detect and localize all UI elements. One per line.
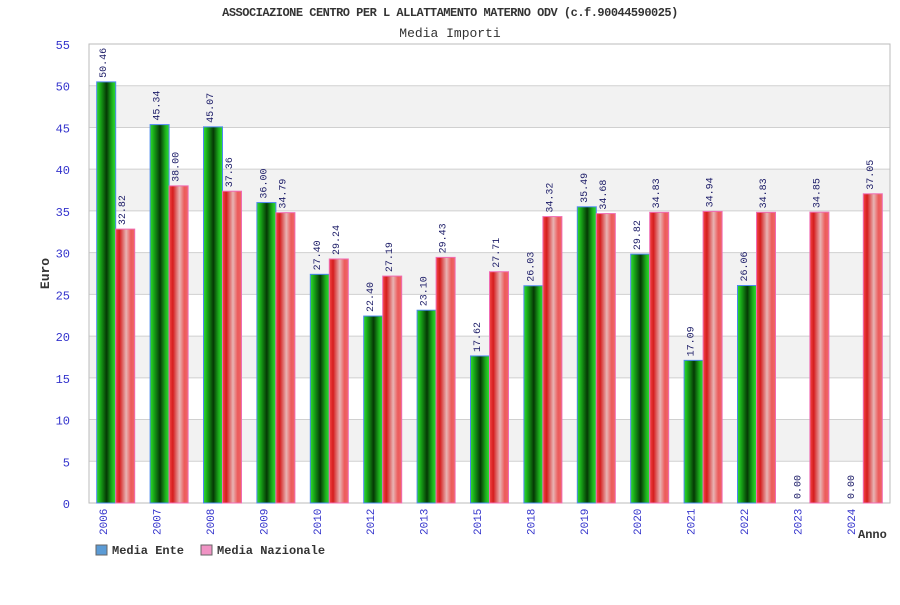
svg-text:2024: 2024 xyxy=(847,508,859,535)
svg-text:29.43: 29.43 xyxy=(439,223,450,253)
svg-text:2012: 2012 xyxy=(366,509,378,535)
svg-text:Euro: Euro xyxy=(38,258,53,289)
svg-text:2009: 2009 xyxy=(259,509,271,535)
svg-text:2020: 2020 xyxy=(633,509,645,535)
svg-text:50.46: 50.46 xyxy=(99,48,110,78)
svg-text:2010: 2010 xyxy=(313,509,325,535)
svg-text:2022: 2022 xyxy=(740,509,752,535)
svg-text:20: 20 xyxy=(56,331,70,345)
svg-text:15: 15 xyxy=(56,373,70,387)
svg-text:10: 10 xyxy=(56,415,70,429)
svg-text:34.83: 34.83 xyxy=(652,178,663,208)
svg-text:2021: 2021 xyxy=(687,508,699,535)
svg-text:23.10: 23.10 xyxy=(420,276,431,306)
svg-text:35: 35 xyxy=(56,206,70,220)
svg-text:50: 50 xyxy=(56,81,70,95)
svg-text:22.40: 22.40 xyxy=(366,282,377,312)
svg-text:40: 40 xyxy=(56,164,70,178)
svg-text:29.24: 29.24 xyxy=(332,225,343,255)
svg-text:35.49: 35.49 xyxy=(580,173,591,203)
svg-text:2023: 2023 xyxy=(793,509,805,535)
svg-text:Media Ente: Media Ente xyxy=(112,544,184,558)
svg-text:34.85: 34.85 xyxy=(812,178,823,208)
svg-text:0: 0 xyxy=(63,498,70,512)
svg-text:27.19: 27.19 xyxy=(385,242,396,272)
svg-text:0.00: 0.00 xyxy=(847,475,858,499)
svg-text:17.09: 17.09 xyxy=(687,326,698,356)
svg-text:2013: 2013 xyxy=(420,509,432,535)
svg-text:2007: 2007 xyxy=(153,509,165,535)
svg-text:Anno: Anno xyxy=(858,528,887,542)
svg-text:30: 30 xyxy=(56,248,70,262)
svg-text:34.32: 34.32 xyxy=(545,183,556,213)
svg-text:27.40: 27.40 xyxy=(313,240,324,270)
svg-text:34.68: 34.68 xyxy=(599,180,610,210)
svg-text:34.94: 34.94 xyxy=(706,177,717,207)
svg-text:0.00: 0.00 xyxy=(793,475,804,499)
svg-text:26.03: 26.03 xyxy=(526,252,537,282)
svg-text:34.79: 34.79 xyxy=(278,179,289,209)
svg-text:2019: 2019 xyxy=(580,509,592,535)
svg-text:5: 5 xyxy=(63,456,70,470)
svg-text:36.00: 36.00 xyxy=(259,169,270,199)
svg-text:25: 25 xyxy=(56,289,70,303)
svg-text:38.00: 38.00 xyxy=(172,152,183,182)
svg-text:55: 55 xyxy=(56,39,70,53)
svg-text:45: 45 xyxy=(56,122,70,136)
svg-text:2006: 2006 xyxy=(99,509,111,535)
svg-text:Media Nazionale: Media Nazionale xyxy=(217,544,325,558)
svg-text:45.34: 45.34 xyxy=(153,91,164,121)
svg-text:17.62: 17.62 xyxy=(473,322,484,352)
svg-text:34.83: 34.83 xyxy=(759,178,770,208)
svg-text:2018: 2018 xyxy=(526,509,538,535)
svg-text:45.07: 45.07 xyxy=(206,93,217,123)
svg-text:2015: 2015 xyxy=(473,509,485,535)
svg-text:26.06: 26.06 xyxy=(740,252,751,282)
svg-text:37.05: 37.05 xyxy=(866,160,877,190)
svg-text:29.82: 29.82 xyxy=(633,220,644,250)
svg-text:37.36: 37.36 xyxy=(225,157,236,187)
svg-text:27.71: 27.71 xyxy=(492,238,503,268)
svg-text:2008: 2008 xyxy=(206,509,218,535)
svg-text:32.82: 32.82 xyxy=(118,195,129,225)
